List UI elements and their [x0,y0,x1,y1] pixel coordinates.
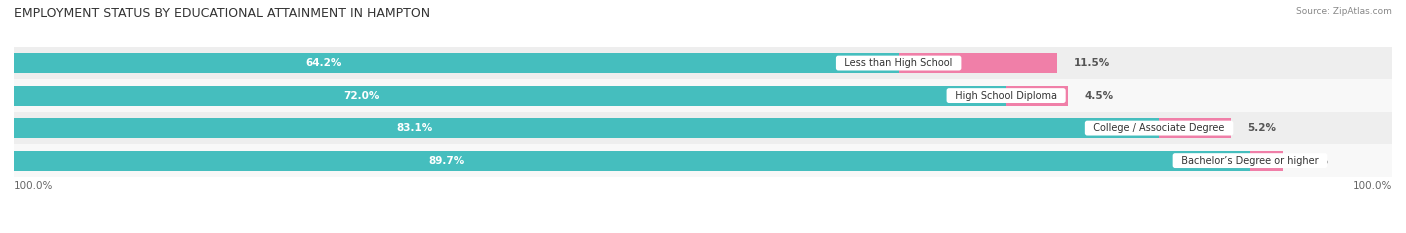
Text: 72.0%: 72.0% [343,91,380,101]
Bar [14,151,1250,171]
Bar [14,144,1392,177]
Text: 4.5%: 4.5% [1084,91,1114,101]
Text: 5.2%: 5.2% [1247,123,1277,133]
Bar [1007,86,1069,106]
Text: High School Diploma: High School Diploma [949,91,1063,101]
Bar [1159,118,1230,138]
Bar [14,47,1392,79]
Text: 2.4%: 2.4% [1299,156,1329,166]
Text: Bachelor’s Degree or higher: Bachelor’s Degree or higher [1175,156,1324,166]
Text: 11.5%: 11.5% [1074,58,1109,68]
Bar [14,86,1007,106]
Text: Source: ZipAtlas.com: Source: ZipAtlas.com [1296,7,1392,16]
Bar [1250,151,1284,171]
Text: College / Associate Degree: College / Associate Degree [1087,123,1230,133]
Text: 100.0%: 100.0% [14,181,53,191]
Bar [14,53,898,73]
Text: EMPLOYMENT STATUS BY EDUCATIONAL ATTAINMENT IN HAMPTON: EMPLOYMENT STATUS BY EDUCATIONAL ATTAINM… [14,7,430,20]
Bar [14,112,1392,144]
Text: 100.0%: 100.0% [1353,181,1392,191]
Text: Less than High School: Less than High School [838,58,959,68]
Text: 83.1%: 83.1% [396,123,433,133]
Bar [14,79,1392,112]
Text: 64.2%: 64.2% [305,58,342,68]
Bar [14,118,1159,138]
Text: 89.7%: 89.7% [429,156,465,166]
Bar [898,53,1057,73]
